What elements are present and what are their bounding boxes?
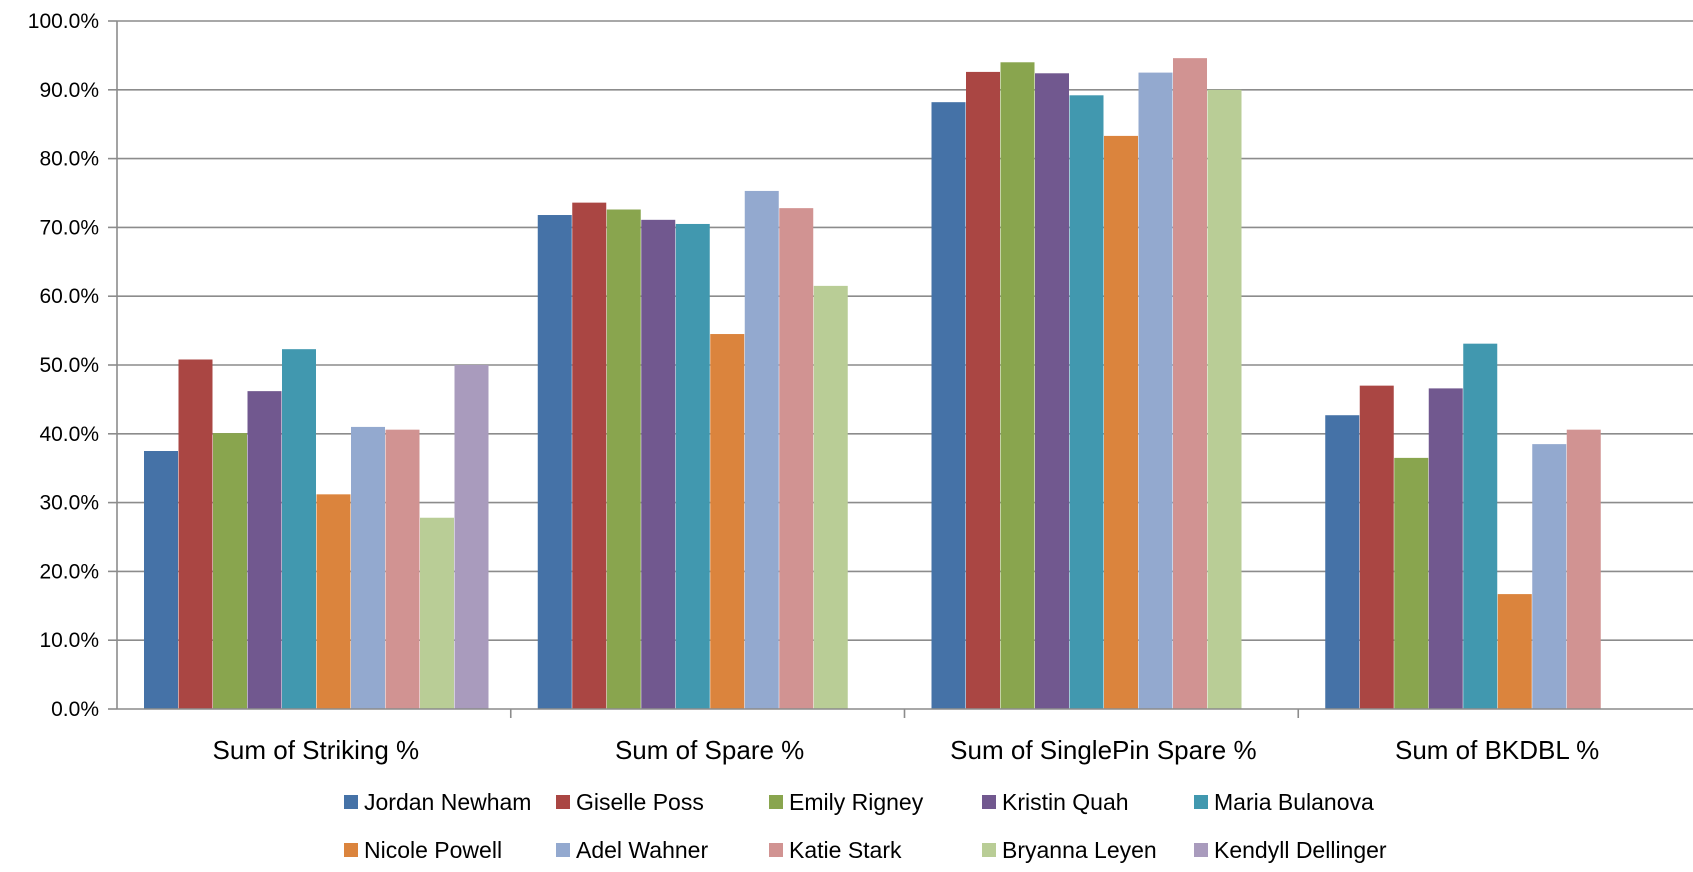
bar — [1070, 95, 1104, 709]
legend-swatch — [556, 843, 570, 857]
bar — [179, 360, 213, 710]
bar — [282, 349, 316, 709]
bar — [1325, 415, 1359, 709]
bar — [351, 427, 385, 709]
legend-entry-label: Giselle Poss — [576, 789, 704, 815]
bar — [386, 430, 420, 709]
bar — [248, 391, 282, 709]
x-category-label: Sum of Striking % — [213, 735, 420, 765]
legend-swatch — [982, 795, 996, 809]
bar — [1001, 62, 1035, 709]
bar — [1394, 458, 1428, 709]
x-category-label: Sum of SinglePin Spare % — [950, 735, 1256, 765]
y-tick-label: 30.0% — [39, 492, 99, 515]
bar — [1463, 344, 1497, 709]
x-category-label: Sum of Spare % — [615, 735, 804, 765]
bars — [144, 58, 1601, 709]
bar — [1104, 136, 1138, 709]
bar — [455, 365, 489, 709]
legend-entry-label: Katie Stark — [789, 837, 902, 863]
y-tick-label: 10.0% — [39, 629, 99, 652]
bar — [317, 494, 351, 709]
y-tick-label: 80.0% — [39, 148, 99, 171]
legend-entry-label: Nicole Powell — [364, 837, 502, 863]
y-tick-label: 40.0% — [39, 423, 99, 446]
y-tick-label: 20.0% — [39, 560, 99, 583]
bar — [641, 220, 675, 709]
legend: Jordan Newham Giselle Poss Emily Rigney Kri… — [344, 789, 1387, 863]
legend-swatch — [556, 795, 570, 809]
bar — [1139, 73, 1173, 709]
bar — [1208, 90, 1242, 709]
y-tick-label: 100.0% — [28, 10, 99, 33]
legend-swatch — [982, 843, 996, 857]
y-tick-label: 70.0% — [39, 216, 99, 239]
legend-entry-label: Maria Bulanova — [1214, 789, 1374, 815]
legend-entry-label: Adel Wahner — [576, 837, 708, 863]
y-axis-tick-labels: 0.0% 10.0% 20.0% 30.0% 40.0% 50.0% 60.0% 70.0% 8… — [28, 10, 99, 721]
bar — [1035, 73, 1069, 709]
bar — [710, 334, 744, 709]
bar — [213, 433, 247, 709]
bar — [420, 518, 454, 709]
legend-swatch — [769, 795, 783, 809]
legend-swatch — [344, 795, 358, 809]
x-axis-category-labels: Sum of Striking % Sum of Spare % Sum of Si… — [213, 735, 1600, 765]
legend-entry-label: Kristin Quah — [1002, 789, 1129, 815]
bar — [1429, 388, 1463, 709]
legend-entry-label: Bryanna Leyen — [1002, 837, 1157, 863]
bar — [932, 102, 966, 709]
y-tick-label: 0.0% — [51, 698, 99, 721]
legend-swatch — [1194, 843, 1208, 857]
bar — [676, 224, 710, 709]
legend-swatch — [1194, 795, 1208, 809]
bar — [607, 210, 641, 709]
bar — [538, 215, 572, 709]
bar — [966, 72, 1000, 709]
y-tick-label: 90.0% — [39, 79, 99, 102]
bar — [144, 451, 178, 709]
bar — [572, 203, 606, 709]
x-category-label: Sum of BKDBL % — [1395, 735, 1599, 765]
legend-entry-label: Jordan Newham — [364, 789, 531, 815]
legend-entry-label: Kendyll Dellinger — [1214, 837, 1387, 863]
bar — [1498, 594, 1532, 709]
y-tick-label: 60.0% — [39, 285, 99, 308]
bar — [745, 191, 779, 709]
bar — [814, 286, 848, 709]
legend-entry-label: Emily Rigney — [789, 789, 924, 815]
legend-swatch — [769, 843, 783, 857]
legend-swatch — [344, 843, 358, 857]
bar — [1360, 386, 1394, 709]
bar — [1532, 444, 1566, 709]
bar — [779, 208, 813, 709]
y-tick-label: 50.0% — [39, 354, 99, 377]
bar — [1567, 430, 1601, 709]
bar — [1173, 58, 1207, 709]
